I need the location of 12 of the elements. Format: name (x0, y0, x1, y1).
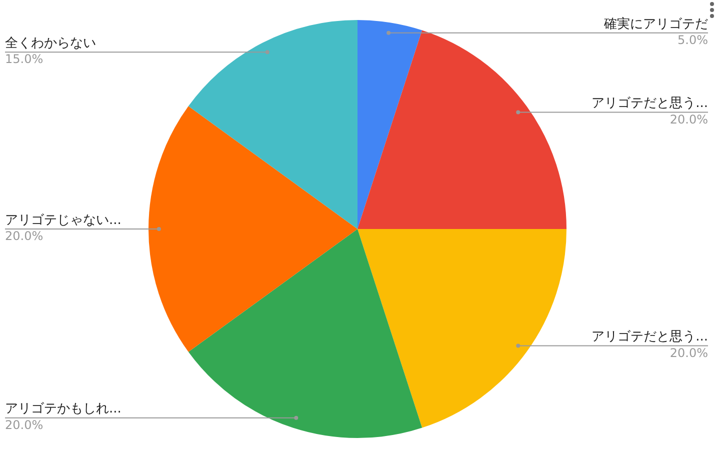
data-label: 20.0% (670, 112, 708, 126)
data-label: 20.0% (5, 418, 44, 432)
data-label: 20.0% (5, 229, 44, 244)
slice-label: アリゴテだと思う... (592, 96, 708, 112)
slice-label: 確実にアリゴテだ (603, 16, 708, 32)
data-label: 20.0% (670, 346, 708, 360)
data-label: 15.0% (5, 52, 44, 66)
slice-label: アリゴテじゃない... (5, 212, 122, 228)
data-label: 5.0% (678, 33, 708, 48)
slice-label: 全くわからない (5, 36, 96, 51)
slice-label: アリゴテかもしれ... (5, 402, 122, 417)
slice-label: アリゴテだと思う... (592, 330, 708, 345)
